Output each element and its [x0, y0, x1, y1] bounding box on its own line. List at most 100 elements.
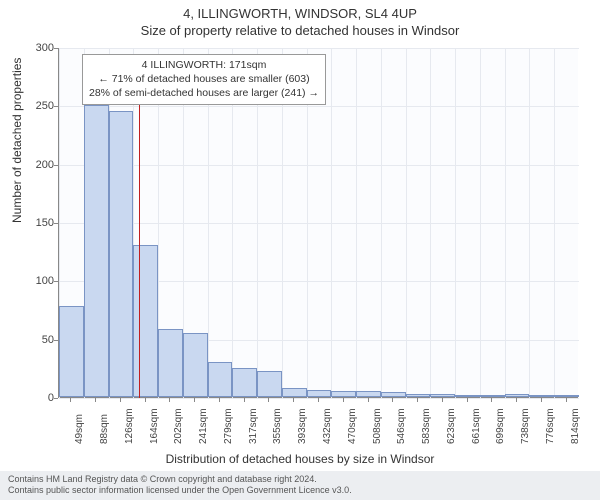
x-tick — [194, 398, 195, 402]
x-tick — [491, 398, 492, 402]
callout-line: ← 71% of detached houses are smaller (60… — [89, 72, 319, 86]
x-tick-label: 49sqm — [74, 414, 85, 444]
grid-line — [430, 48, 431, 398]
x-tick — [145, 398, 146, 402]
y-tick — [54, 48, 58, 49]
x-tick — [120, 398, 121, 402]
histogram-bar — [232, 368, 257, 397]
x-tick — [442, 398, 443, 402]
x-tick — [417, 398, 418, 402]
y-tick-label: 250 — [36, 100, 54, 112]
histogram-bar — [307, 390, 332, 397]
x-tick-label: 814sqm — [570, 408, 581, 444]
x-tick-label: 317sqm — [248, 408, 259, 444]
y-tick-label: 300 — [36, 42, 54, 54]
histogram-bar — [183, 333, 208, 397]
histogram-bar — [282, 388, 307, 397]
y-tick — [54, 398, 58, 399]
x-tick-label: 699sqm — [495, 408, 506, 444]
x-tick — [516, 398, 517, 402]
x-tick-label: 279sqm — [223, 408, 234, 444]
property-marker-line — [139, 96, 140, 398]
grid-line — [59, 165, 579, 166]
histogram-bar — [109, 111, 134, 397]
histogram-bar — [208, 362, 233, 397]
x-tick-label: 583sqm — [421, 408, 432, 444]
grid-line — [554, 48, 555, 398]
x-tick — [368, 398, 369, 402]
x-tick-label: 661sqm — [471, 408, 482, 444]
x-tick — [392, 398, 393, 402]
grid-line — [59, 106, 579, 107]
histogram-bar — [381, 392, 406, 397]
grid-line — [356, 48, 357, 398]
x-tick — [70, 398, 71, 402]
grid-line — [331, 48, 332, 398]
x-axis-label: Distribution of detached houses by size … — [0, 452, 600, 466]
grid-line — [505, 48, 506, 398]
x-axis: 49sqm 88sqm 126sqm 164sqm 202sqm 241sqm 279sqm… — [58, 398, 578, 458]
histogram-bar — [257, 371, 282, 397]
y-tick — [54, 223, 58, 224]
x-tick-label: 164sqm — [149, 408, 160, 444]
footer-line-1: Contains HM Land Registry data © Crown c… — [8, 474, 592, 486]
y-tick — [54, 281, 58, 282]
footer-line-2: Contains public sector information licen… — [8, 485, 592, 497]
x-tick-label: 470sqm — [347, 408, 358, 444]
x-tick — [244, 398, 245, 402]
x-tick-label: 126sqm — [124, 408, 135, 444]
x-tick-label: 546sqm — [396, 408, 407, 444]
y-tick-label: 50 — [42, 334, 54, 346]
x-tick-label: 432sqm — [322, 408, 333, 444]
x-tick — [467, 398, 468, 402]
y-axis: 050100150200250300 — [36, 48, 56, 398]
x-tick — [343, 398, 344, 402]
grid-line — [381, 48, 382, 398]
histogram-bar — [554, 395, 579, 397]
chart-subtitle: Size of property relative to detached ho… — [0, 23, 600, 38]
histogram-bar — [406, 394, 431, 398]
x-tick-label: 623sqm — [446, 408, 457, 444]
x-tick-label: 508sqm — [372, 408, 383, 444]
callout-box: 4 ILLINGWORTH: 171sqm← 71% of detached h… — [82, 54, 326, 105]
x-tick-label: 88sqm — [99, 414, 110, 444]
x-tick — [169, 398, 170, 402]
x-tick — [318, 398, 319, 402]
y-tick — [54, 340, 58, 341]
x-tick-label: 355sqm — [272, 408, 283, 444]
x-tick-label: 776sqm — [545, 408, 556, 444]
y-tick-label: 150 — [36, 217, 54, 229]
x-tick — [293, 398, 294, 402]
histogram-bar — [480, 395, 505, 397]
footer-attribution: Contains HM Land Registry data © Crown c… — [0, 471, 600, 500]
histogram-bar — [84, 105, 109, 397]
histogram-bar — [455, 395, 480, 397]
histogram-bar — [430, 394, 455, 398]
x-tick — [566, 398, 567, 402]
callout-line: 4 ILLINGWORTH: 171sqm — [89, 58, 319, 72]
histogram-bar — [158, 329, 183, 397]
grid-line — [59, 223, 579, 224]
histogram-bar — [505, 394, 530, 398]
histogram-bar — [59, 306, 84, 397]
y-axis-label: Number of detached properties — [10, 58, 24, 223]
x-tick-label: 202sqm — [173, 408, 184, 444]
grid-line — [529, 48, 530, 398]
x-tick — [541, 398, 542, 402]
x-tick-label: 393sqm — [297, 408, 308, 444]
histogram-bar — [133, 245, 158, 397]
x-tick — [268, 398, 269, 402]
y-tick — [54, 165, 58, 166]
histogram-bar — [331, 391, 356, 397]
y-tick-label: 200 — [36, 159, 54, 171]
grid-line — [406, 48, 407, 398]
page-title: 4, ILLINGWORTH, WINDSOR, SL4 4UP — [0, 6, 600, 21]
grid-line — [480, 48, 481, 398]
x-tick-label: 241sqm — [198, 408, 209, 444]
callout-line: 28% of semi-detached houses are larger (… — [89, 86, 319, 100]
y-tick — [54, 106, 58, 107]
grid-line — [455, 48, 456, 398]
chart-plot-area: 4 ILLINGWORTH: 171sqm← 71% of detached h… — [58, 48, 578, 398]
x-tick — [95, 398, 96, 402]
histogram-bar — [356, 391, 381, 397]
